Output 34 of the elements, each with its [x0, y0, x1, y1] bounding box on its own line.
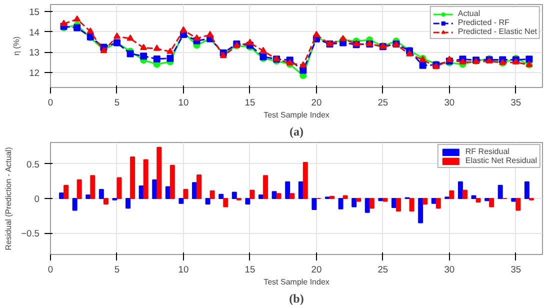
legend-label: RF Residual — [465, 147, 510, 156]
x-tick-label: 5 — [114, 98, 120, 108]
x-tick-label: 15 — [244, 264, 256, 274]
y-axis-title: η (%) — [12, 36, 22, 56]
x-tick-label: 10 — [178, 264, 189, 274]
y-axis-title: Residual (Prediction - Actual) — [4, 146, 14, 250]
y-tick-label: 0.5 — [26, 159, 40, 170]
x-tick-label: 30 — [444, 264, 455, 274]
legend-label: Predicted - Elastic Net — [458, 27, 537, 36]
x-tick-label: 15 — [244, 98, 256, 108]
y-tick-label: 14 — [29, 27, 40, 38]
x-tick-label: 10 — [178, 98, 189, 108]
x-axis-title: Test Sample Index — [264, 110, 330, 120]
x-tick-label: 20 — [311, 98, 322, 108]
x-tick-label: 35 — [510, 264, 522, 274]
y-tick-label: 0 — [34, 194, 40, 204]
legend-label: Elastic Net Residual — [465, 156, 537, 165]
x-tick-label: 25 — [378, 98, 388, 108]
y-tick-label: 12 — [29, 68, 40, 78]
legend-label: Predicted - RF — [458, 18, 510, 27]
legend-label: Actual — [458, 9, 480, 18]
x-tick-label: 5 — [114, 264, 120, 274]
text: (a) — [290, 124, 304, 138]
x-tick-label: 20 — [311, 264, 322, 274]
x-tick-label: 0 — [48, 264, 54, 274]
x-tick-label: 35 — [510, 98, 522, 108]
y-tick-label: −0.5 — [21, 228, 40, 239]
text: (b) — [289, 292, 304, 305]
y-tick-label: 15 — [29, 7, 40, 18]
x-tick-label: 30 — [444, 98, 455, 108]
y-tick-label: 13 — [29, 48, 40, 58]
x-tick-label: 0 — [48, 98, 54, 108]
x-axis-title: Test Sample Index — [264, 278, 330, 286]
x-tick-label: 25 — [378, 264, 388, 274]
